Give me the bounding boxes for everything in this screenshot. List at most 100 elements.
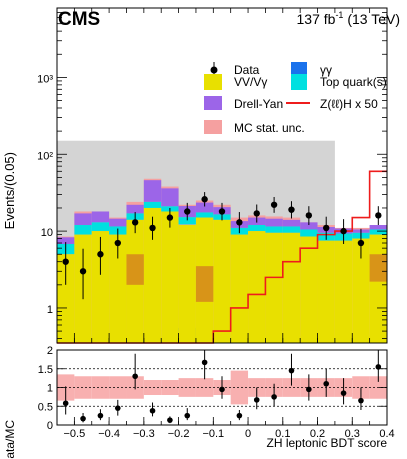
bar-top (300, 229, 318, 237)
x-tick-label: −0.1 (202, 428, 224, 440)
ratio-point (114, 405, 121, 411)
y-tick-label: 10 (41, 227, 53, 239)
x-tick-label: 0.4 (379, 428, 394, 440)
bar-dy (282, 219, 301, 227)
x-tick-label: 0.1 (275, 428, 290, 440)
ratio-point (201, 359, 208, 366)
x-tick-label: 0 (245, 428, 251, 440)
bar-vv (213, 219, 231, 343)
axes: −0.5 −0.4 −0.3 −0.2 −0.1 0 0.1 0.2 0.3 0.411010²1… (37, 7, 395, 440)
data-point (340, 227, 347, 235)
main-overlays (57, 170, 387, 344)
legend-label-mcunc: MC stat. unc. (234, 121, 305, 135)
ratio-unc-bar (230, 370, 249, 405)
legend-label-top: Top quark(s) (320, 75, 387, 89)
bar-dy (126, 204, 144, 214)
bar-top (282, 226, 301, 233)
bar-vv (300, 236, 318, 343)
bar-vv (248, 231, 266, 343)
bar-vv (230, 234, 249, 343)
luminosity-label: 137 fb-1 (13 TeV) (297, 10, 401, 27)
legend-label-data: Data (234, 63, 260, 77)
ratio-unc-bar (178, 378, 196, 397)
bar-vv (317, 240, 335, 343)
x-tick-label: −0.5 (64, 428, 86, 440)
ratio-unc-bar (195, 378, 214, 397)
legend-label-signal: Z(ℓℓ)H x 50 (320, 97, 378, 111)
x-tick-label: −0.4 (98, 428, 120, 440)
legend-swatch-top (291, 74, 307, 90)
ratio-unc-bar (143, 380, 162, 395)
data-point (375, 212, 382, 219)
bar-vv (352, 238, 370, 343)
lumi-suffix: (13 TeV) (343, 11, 400, 27)
bar-dy (369, 225, 387, 230)
ratio-point (219, 386, 225, 393)
experiment-label: CMS (58, 9, 100, 30)
x-tick-label: 0.3 (345, 428, 360, 440)
y-axis-title: Events/(0.05) (2, 152, 17, 229)
lumi-exponent: -1 (335, 10, 343, 20)
y-tick-label: 10² (37, 150, 53, 162)
mc-unc-bar (369, 254, 387, 282)
bar-dy (109, 218, 127, 227)
bar-top (195, 212, 214, 218)
data-point (357, 239, 365, 247)
data-point (114, 239, 121, 247)
legend-label-vv: VV/Vγ (234, 75, 267, 89)
data-point (131, 219, 139, 226)
data-point (305, 212, 313, 219)
ratio-unc-bar (282, 378, 301, 397)
bar-vv (57, 254, 75, 343)
y-tick-label: 1 (47, 304, 53, 316)
data-point (253, 210, 260, 217)
ratio-point (97, 412, 104, 419)
x-axis-title: ZH leptonic BDT score (267, 436, 388, 450)
bar-dy (74, 213, 92, 226)
bar-vv (109, 234, 127, 343)
bar-dy (57, 237, 75, 244)
data-point (270, 201, 278, 208)
ratio-point (323, 380, 330, 387)
bar-dy (91, 211, 110, 223)
ratio-unc-bar (91, 376, 110, 399)
stacked-histogram (57, 140, 387, 343)
data-point (97, 251, 104, 258)
bar-top (143, 201, 162, 208)
ratio-point (340, 390, 347, 396)
ratio-y-tick-label: 0.5 (38, 401, 53, 413)
legend-label-gg: γγ (320, 63, 332, 77)
mc-unc-bar (195, 266, 214, 302)
legend-swatch-mcunc (204, 120, 222, 134)
bar-top (74, 225, 92, 235)
bar-top (265, 226, 283, 233)
bar-vv (91, 231, 110, 343)
legend: Data γγ VV/Vγ Top quark(s) Drell-Yan Z(ℓ… (204, 62, 387, 135)
y-tick-label: 10³ (37, 73, 53, 85)
ratio-point (306, 386, 312, 393)
mc-unc-bar (126, 254, 144, 285)
bar-vv (334, 240, 353, 343)
data-point (62, 258, 69, 265)
bar-dy (265, 218, 283, 227)
ratio-y-tick-label: 0 (47, 420, 53, 432)
ratio-point (149, 407, 156, 414)
ratio-unc-bar (74, 376, 92, 399)
bar-vv (143, 207, 162, 343)
bar-dy (195, 202, 214, 213)
ratio-point (184, 412, 191, 419)
bar-top (369, 229, 387, 235)
ratio-point (167, 417, 173, 423)
data-point (323, 224, 330, 232)
x-tick-label: −0.3 (133, 428, 155, 440)
data-point (79, 268, 87, 275)
main-frame (56, 7, 388, 344)
legend-label-dy: Drell-Yan (234, 97, 283, 111)
bar-dy (161, 188, 179, 207)
bar-top (178, 217, 196, 225)
bar-dy (143, 180, 162, 202)
ratio-point (358, 397, 364, 404)
data-point (149, 224, 156, 232)
ratio-point (132, 373, 138, 380)
